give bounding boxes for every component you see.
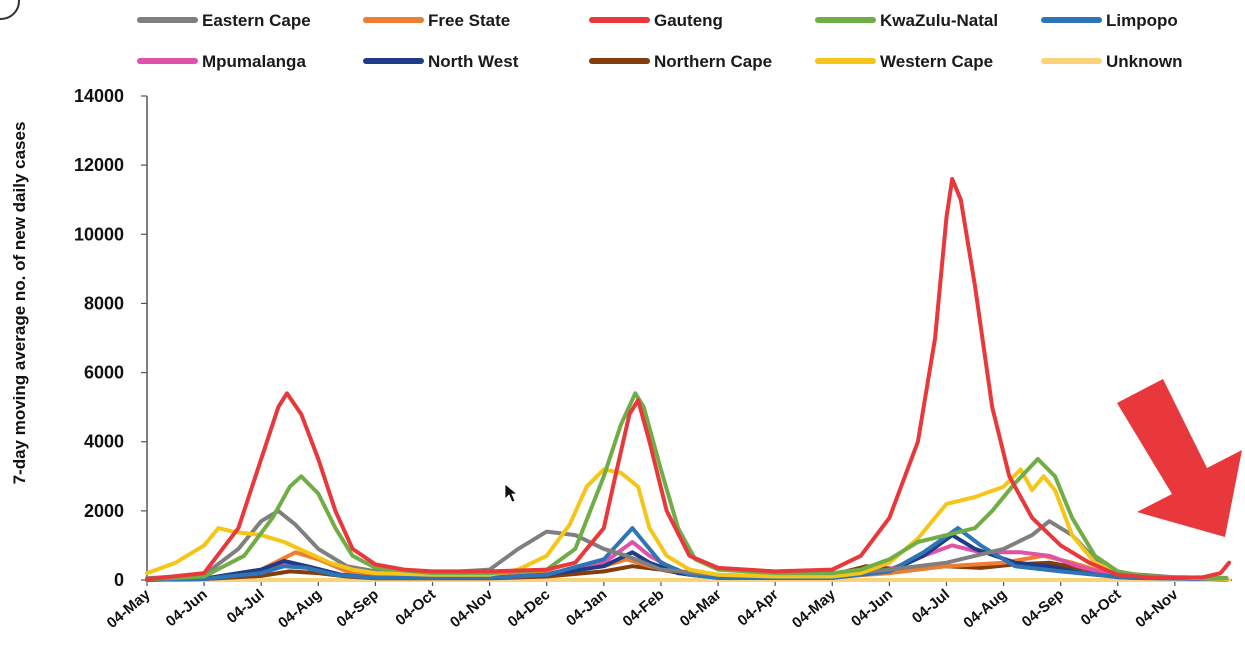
x-tick-label: 04-Jul bbox=[224, 586, 268, 627]
y-axis-label: 7-day moving average no. of new daily ca… bbox=[10, 122, 29, 485]
x-tick-label: 04-Oct bbox=[392, 586, 439, 629]
series-line-kwazulu-natal bbox=[145, 391, 1229, 582]
x-tick-label: 04-May bbox=[789, 586, 839, 632]
legend-label: Eastern Cape bbox=[202, 11, 311, 30]
y-tick-label: 10000 bbox=[74, 224, 124, 244]
legend-label: Unknown bbox=[1106, 52, 1183, 71]
x-tick-label: 04-Apr bbox=[734, 586, 781, 630]
x-tick-label: 04-Oct bbox=[1078, 586, 1125, 629]
x-tick-label: 04-Nov bbox=[1132, 586, 1182, 632]
y-axis-ticks: 0 2000 4000 6000 8000 10000 12000 14000 bbox=[74, 86, 147, 590]
corner-badge-icon bbox=[0, 0, 20, 20]
x-tick-label: 04-Aug bbox=[960, 586, 1010, 632]
y-tick-label: 2000 bbox=[84, 501, 124, 521]
red-arrow-annotation bbox=[1117, 379, 1242, 537]
x-tick-label: 04-Feb bbox=[620, 586, 668, 630]
legend-label: Northern Cape bbox=[654, 52, 772, 71]
legend-label: KwaZulu-Natal bbox=[880, 11, 998, 30]
x-tick-label: 04-Jun bbox=[163, 586, 211, 630]
legend-label: Limpopo bbox=[1106, 11, 1178, 30]
y-tick-label: 8000 bbox=[84, 293, 124, 313]
x-tick-label: 04-Aug bbox=[275, 586, 325, 632]
series-line-western-cape bbox=[145, 467, 1229, 581]
legend: Eastern Cape Free State Gauteng KwaZulu-Nat… bbox=[137, 11, 1183, 71]
x-tick-label: 04-Jul bbox=[909, 586, 953, 627]
x-tick-label: 04-Jun bbox=[848, 586, 896, 630]
x-axis-ticks: 04-May 04-Jun 04-Jul 04-Aug 04-Sep 04-Oct 04-N… bbox=[104, 580, 1182, 632]
series-line-eastern-cape bbox=[145, 508, 1229, 581]
x-tick-label: 04-Sep bbox=[1019, 586, 1068, 631]
series-lines bbox=[145, 177, 1232, 582]
legend-label: North West bbox=[428, 52, 519, 71]
x-tick-label: 04-Dec bbox=[505, 586, 554, 631]
y-tick-label: 12000 bbox=[74, 155, 124, 175]
series-line-limpopo bbox=[145, 526, 1229, 582]
mouse-cursor-icon bbox=[504, 483, 519, 503]
legend-label: Western Cape bbox=[880, 52, 993, 71]
legend-label: Gauteng bbox=[654, 11, 723, 30]
x-tick-label: 04-Nov bbox=[447, 586, 497, 632]
x-tick-label: 04-Jan bbox=[563, 586, 610, 630]
x-tick-label: 04-Mar bbox=[677, 586, 725, 630]
y-tick-label: 4000 bbox=[84, 432, 124, 452]
y-tick-label: 6000 bbox=[84, 363, 124, 383]
legend-label: Mpumalanga bbox=[202, 52, 306, 71]
series-line-gauteng bbox=[145, 177, 1232, 582]
x-tick-label: 04-May bbox=[104, 586, 154, 632]
x-tick-label: 04-Sep bbox=[333, 586, 382, 631]
y-tick-label: 14000 bbox=[74, 86, 124, 106]
legend-label: Free State bbox=[428, 11, 510, 30]
y-tick-label: 0 bbox=[114, 570, 124, 590]
